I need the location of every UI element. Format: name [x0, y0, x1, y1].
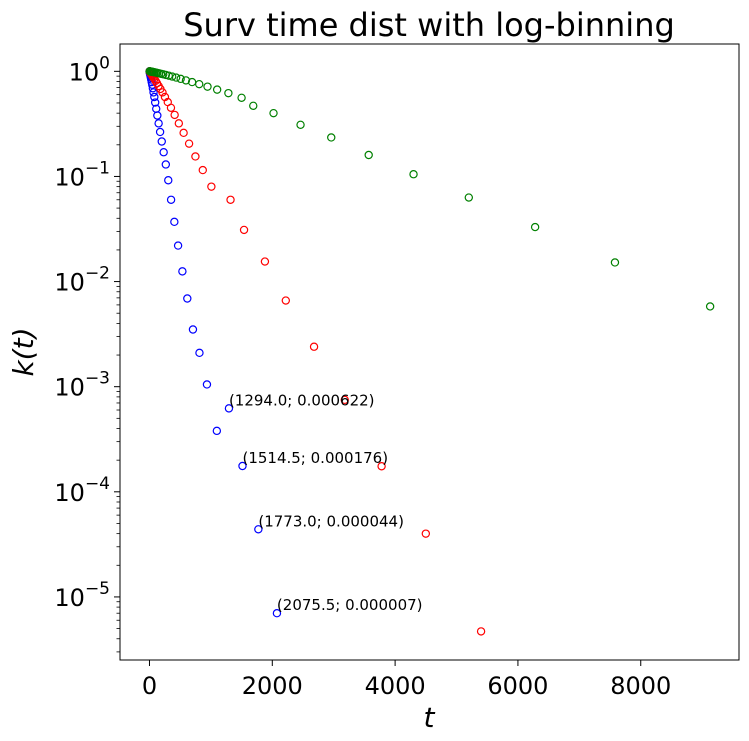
data-point	[530, 222, 540, 232]
series-3	[145, 67, 715, 311]
y-tick-exponent: −4	[85, 474, 110, 494]
data-point	[239, 225, 249, 235]
data-point	[167, 72, 177, 81]
data-point	[158, 88, 167, 97]
x-tick-label: 8000	[610, 672, 671, 700]
data-point	[153, 111, 162, 120]
data-point	[212, 426, 222, 436]
x-tick-label: 6000	[487, 672, 548, 700]
y-tick-exponent: 0	[99, 53, 110, 73]
data-point	[191, 152, 200, 161]
data-point	[155, 127, 165, 137]
data-point	[150, 98, 160, 107]
data-point	[150, 92, 159, 102]
data-point	[212, 85, 222, 94]
data-point	[202, 380, 212, 389]
data-point	[174, 119, 184, 128]
data-point	[181, 76, 191, 85]
data-point	[296, 120, 305, 129]
x-tick-label: 0	[142, 672, 157, 700]
y-tick-base: 10	[69, 58, 100, 86]
data-point	[166, 195, 176, 204]
data-point	[170, 110, 179, 120]
data-point	[183, 294, 192, 303]
y-tick-label: 10−5	[54, 579, 110, 612]
y-tick-exponent: −5	[85, 579, 110, 599]
data-point	[224, 404, 234, 413]
data-point	[224, 88, 233, 98]
data-point	[464, 193, 474, 202]
y-tick-base: 10	[54, 269, 85, 297]
data-point	[157, 137, 166, 146]
point-annotation: (1294.0; 0.000622)	[229, 391, 375, 409]
y-tick-label: 10−3	[54, 369, 110, 402]
y-tick-label: 10−1	[54, 158, 110, 191]
data-point	[281, 296, 291, 305]
y-tick-base: 10	[54, 163, 85, 191]
data-point	[377, 462, 386, 471]
data-point	[207, 182, 216, 191]
data-point	[705, 302, 715, 311]
data-point	[260, 257, 270, 266]
y-tick-exponent: −2	[85, 264, 110, 284]
y-tick-base: 10	[54, 374, 85, 402]
data-point	[149, 88, 158, 97]
data-point	[309, 342, 319, 351]
y-tick-label: 10−2	[54, 264, 110, 297]
annotation-layer: (1294.0; 0.000622) (1514.5; 0.000176) (177…	[229, 391, 423, 614]
plot-frame	[119, 43, 740, 661]
data-point	[237, 93, 246, 103]
x-axis: 0 2000 4000 6000 8000	[142, 660, 671, 700]
data-point	[184, 139, 194, 148]
data-point	[226, 195, 235, 204]
data-point	[159, 148, 168, 157]
y-tick-exponent: −3	[85, 369, 110, 389]
data-point	[249, 101, 258, 110]
data-point	[173, 241, 183, 250]
data-point	[170, 217, 179, 227]
data-point	[272, 609, 282, 618]
y-tick-exponent: −1	[85, 158, 110, 178]
data-point	[171, 73, 181, 82]
data-point	[476, 627, 486, 636]
data-point	[269, 108, 278, 118]
y-tick-base: 10	[54, 584, 85, 612]
data-point	[610, 258, 620, 267]
data-point	[238, 461, 247, 471]
data-point	[164, 176, 173, 185]
y-tick-label: 100	[69, 53, 110, 86]
data-point	[176, 74, 185, 84]
data-point	[188, 325, 198, 334]
data-point	[179, 128, 188, 138]
data-point	[161, 160, 171, 169]
data-point	[409, 170, 418, 179]
y-axis-label: k(t)	[7, 327, 40, 376]
series-layer	[145, 67, 715, 636]
data-point	[340, 395, 349, 405]
y-tick-label: 10−4	[54, 474, 110, 507]
data-point	[166, 103, 176, 112]
data-point	[364, 150, 373, 160]
data-point	[327, 133, 336, 142]
data-point	[195, 348, 204, 358]
data-point	[154, 119, 163, 128]
data-point	[178, 267, 187, 276]
data-point	[164, 71, 173, 80]
data-point	[254, 525, 263, 534]
data-point	[195, 79, 204, 89]
point-annotation: (1773.0; 0.000044)	[258, 512, 404, 530]
point-annotation: (2075.5; 0.000007)	[277, 596, 423, 614]
data-point	[203, 82, 212, 91]
x-tick-label: 2000	[242, 672, 303, 700]
x-tick-label: 4000	[365, 672, 426, 700]
point-annotation: (1514.5; 0.000176)	[242, 449, 388, 467]
y-tick-base: 10	[54, 479, 85, 507]
data-point	[198, 165, 207, 175]
chart-title: Surv time dist with log-binning	[183, 6, 675, 44]
data-point	[421, 529, 431, 538]
x-axis-label: t	[424, 701, 436, 734]
